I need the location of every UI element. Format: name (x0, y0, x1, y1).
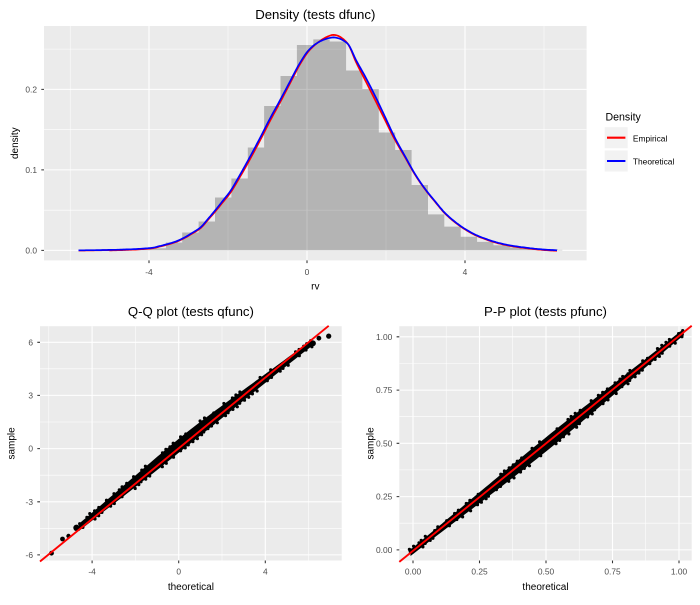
svg-text:0.25: 0.25 (376, 492, 393, 502)
svg-text:4: 4 (463, 267, 468, 277)
svg-text:Empirical: Empirical (633, 133, 668, 143)
svg-text:Theoretical: Theoretical (633, 157, 675, 167)
svg-text:0.2: 0.2 (25, 84, 37, 94)
svg-text:0.25: 0.25 (471, 567, 488, 577)
svg-text:0: 0 (176, 567, 181, 577)
svg-text:P-P plot (tests pfunc): P-P plot (tests pfunc) (484, 304, 607, 319)
svg-text:0: 0 (305, 267, 310, 277)
svg-text:0.75: 0.75 (604, 567, 621, 577)
svg-text:-4: -4 (145, 267, 153, 277)
svg-text:theoretical: theoretical (522, 582, 568, 593)
svg-text:0.00: 0.00 (376, 545, 393, 555)
svg-text:-6: -6 (26, 550, 34, 560)
svg-text:Q-Q plot (tests qfunc): Q-Q plot (tests qfunc) (128, 304, 254, 319)
svg-text:rv: rv (311, 281, 319, 292)
svg-text:-3: -3 (26, 497, 34, 507)
svg-text:0.00: 0.00 (405, 567, 422, 577)
svg-text:4: 4 (263, 567, 268, 577)
svg-text:6: 6 (28, 337, 33, 347)
svg-text:0.1: 0.1 (25, 165, 37, 175)
svg-text:1.00: 1.00 (671, 567, 688, 577)
svg-text:theoretical: theoretical (168, 582, 214, 593)
svg-text:Density (tests dfunc): Density (tests dfunc) (255, 7, 375, 22)
svg-text:sample: sample (366, 427, 377, 460)
svg-text:0.50: 0.50 (376, 438, 393, 448)
svg-text:0.0: 0.0 (25, 245, 37, 255)
svg-text:Density: Density (606, 112, 642, 124)
svg-text:3: 3 (28, 390, 33, 400)
svg-text:1.00: 1.00 (376, 332, 393, 342)
svg-text:0.50: 0.50 (538, 567, 555, 577)
svg-text:0.75: 0.75 (376, 385, 393, 395)
svg-text:density: density (10, 127, 21, 159)
svg-text:sample: sample (6, 427, 17, 460)
svg-text:0: 0 (28, 444, 33, 454)
svg-text:-4: -4 (88, 567, 96, 577)
